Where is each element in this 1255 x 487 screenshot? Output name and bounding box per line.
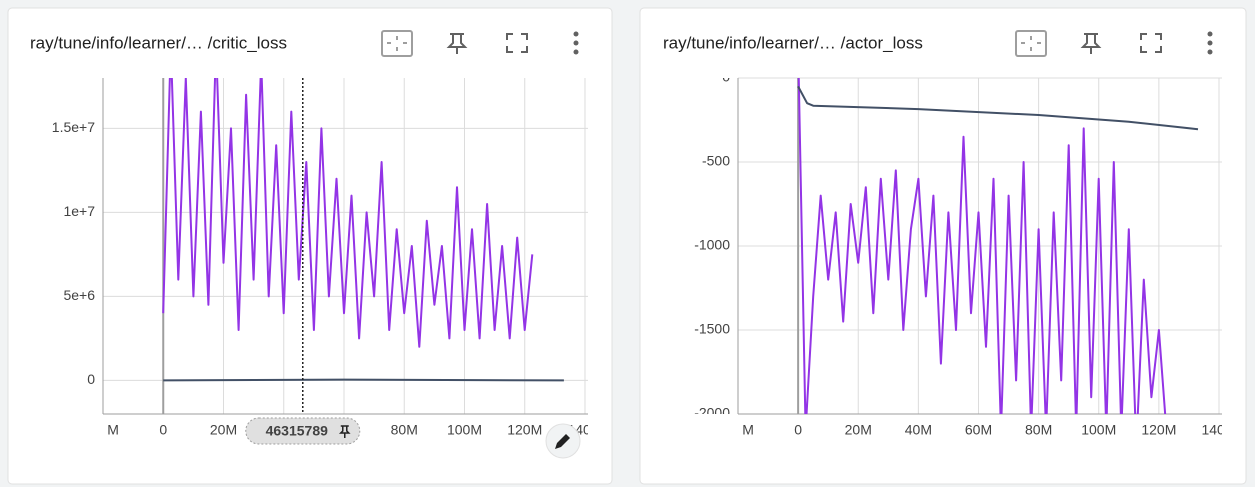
y-tick-label: 1e+7 — [63, 203, 95, 219]
x-tick-label: 20M — [210, 422, 237, 438]
cursor-value: 46315789 — [266, 423, 329, 439]
y-tick-label: 0 — [722, 69, 730, 85]
x-tick-label: 100M — [1081, 422, 1116, 438]
toolbar — [381, 30, 1213, 57]
x-tick-label: 80M — [391, 422, 418, 438]
series-line — [162, 78, 534, 348]
charts: 0 5e+6 1e+7 1.5e+7 -20M 0 20M 40M 60M 80M 100M 120M… — [52, 69, 1236, 445]
cursor-pill — [245, 417, 361, 445]
y-tick-label: -500 — [702, 153, 730, 169]
plot — [797, 78, 1199, 414]
x-tick-label: 0 — [159, 422, 167, 438]
menu-button[interactable] — [573, 31, 579, 55]
x-tick-label: 80M — [1025, 422, 1052, 438]
card-title: ray/tune/info/learner/… /actor_loss — [663, 33, 923, 52]
x-tick-label: 120M — [507, 422, 542, 438]
fullscreen-button[interactable] — [506, 33, 528, 53]
x-tick-label: 20M — [845, 422, 872, 438]
y-tick-labels: -2000 -1500 -1000 -500 0 — [694, 69, 730, 421]
x-tick-label: 0 — [794, 422, 802, 438]
x-tick-label: 40M — [905, 422, 932, 438]
series-line — [797, 85, 1199, 131]
menu-button[interactable] — [1207, 31, 1213, 55]
pin-button[interactable] — [446, 33, 468, 54]
card-title: ray/tune/info/learner/… /critic_loss — [30, 33, 287, 52]
y-tick-labels: 0 5e+6 1e+7 1.5e+7 — [52, 119, 95, 387]
x-tick-label: 140M — [1201, 422, 1236, 438]
edit-button[interactable] — [545, 423, 581, 459]
y-tick-label: -1000 — [694, 237, 730, 253]
y-tick-label: 5e+6 — [63, 287, 95, 303]
plot — [162, 78, 564, 382]
fit-button[interactable] — [1015, 30, 1047, 57]
x-tick-label: 100M — [447, 422, 482, 438]
y-tick-label: 0 — [87, 371, 95, 387]
series-line — [797, 78, 1167, 414]
y-tick-label: 1.5e+7 — [52, 119, 95, 135]
pin-button[interactable] — [1080, 33, 1102, 54]
fit-button[interactable] — [381, 30, 413, 57]
y-tick-label: -1500 — [694, 321, 730, 337]
x-tick-label: -20M — [87, 422, 119, 438]
cursor-pin — [338, 425, 351, 438]
x-tick-label: -20M — [722, 422, 754, 438]
cursor-label: 46315789 — [245, 417, 361, 445]
series-line — [163, 378, 564, 382]
x-tick-label: 60M — [965, 422, 992, 438]
x-tick-labels: -20M 0 20M 40M 60M 80M 100M 120M 140M — [722, 422, 1236, 438]
y-tick-label: -2000 — [694, 405, 730, 421]
fullscreen-button[interactable] — [1140, 33, 1162, 53]
x-tick-label: 120M — [1141, 422, 1176, 438]
